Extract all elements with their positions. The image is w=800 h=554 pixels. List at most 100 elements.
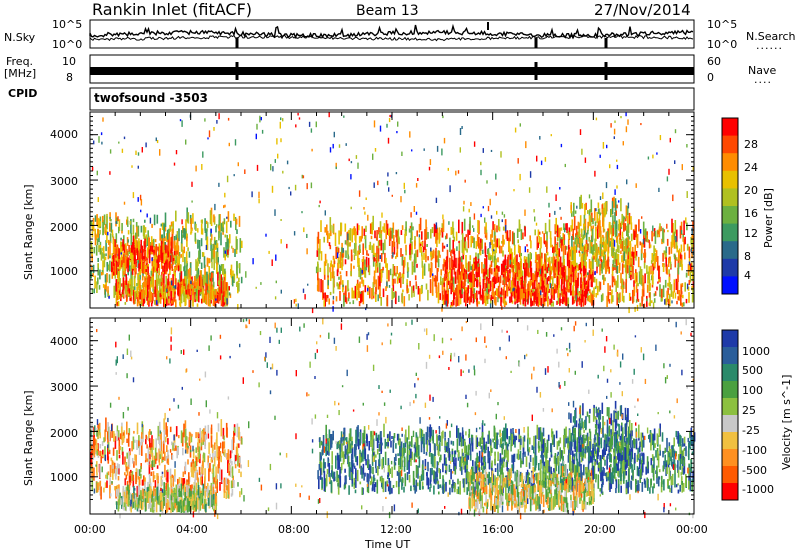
heatmap-speckle — [413, 206, 415, 212]
heatmap-cell — [386, 263, 388, 271]
heatmap-cell — [613, 220, 615, 224]
heatmap-cell — [510, 292, 513, 302]
heatmap-cell — [548, 288, 550, 293]
heatmap-cell — [660, 226, 662, 232]
heatmap-cell — [483, 272, 486, 280]
vel-cb-1000: 1000 — [742, 345, 770, 358]
heatmap-cell — [414, 275, 417, 281]
heatmap-speckle — [490, 215, 493, 219]
heatmap-cell — [548, 219, 551, 233]
heatmap-speckle — [274, 159, 276, 163]
heatmap-cell — [552, 288, 554, 299]
heatmap-cell — [493, 442, 496, 449]
heatmap-cell — [192, 213, 194, 224]
heatmap-cell — [195, 259, 197, 271]
heatmap-cell — [422, 265, 424, 273]
heatmap-cell — [326, 230, 329, 243]
heatmap-cell — [468, 296, 471, 305]
heatmap-cell — [672, 291, 674, 299]
power-colorbar-swatch — [722, 258, 738, 277]
heatmap-speckle — [381, 212, 383, 218]
heatmap-cell — [92, 272, 94, 277]
heatmap-cell — [204, 498, 206, 507]
heatmap-cell — [106, 480, 108, 488]
heatmap-cell — [457, 283, 460, 297]
heatmap-speckle — [575, 295, 577, 301]
heatmap-speckle — [258, 198, 260, 204]
heatmap-cell — [137, 504, 139, 509]
heatmap-cell — [122, 277, 125, 291]
heatmap-cell — [685, 298, 688, 304]
heatmap-cell — [435, 255, 438, 263]
heatmap-cell — [135, 472, 137, 485]
heatmap-cell — [337, 247, 340, 254]
heatmap-cell — [546, 267, 549, 273]
heatmap-cell — [182, 279, 185, 289]
heatmap-speckle — [96, 170, 98, 176]
heatmap-cell — [585, 280, 588, 289]
heatmap-cell — [581, 254, 583, 269]
heatmap-cell — [204, 298, 207, 304]
heatmap-cell — [627, 234, 629, 249]
heatmap-speckle — [480, 213, 482, 218]
heatmap-speckle — [228, 142, 230, 147]
heatmap-speckle — [155, 137, 157, 142]
heatmap-cell — [200, 274, 202, 289]
heatmap-speckle — [231, 245, 233, 249]
heatmap-cell — [223, 302, 226, 306]
heatmap-cell — [124, 280, 126, 289]
heatmap-cell — [375, 287, 377, 295]
heatmap-cell — [345, 250, 347, 259]
heatmap-cell — [393, 241, 396, 255]
heatmap-cell — [582, 248, 584, 259]
heatmap-speckle — [226, 216, 228, 219]
heatmap-cell — [168, 487, 170, 499]
velocity-heatmap-cells — [90, 318, 696, 520]
heatmap-cell — [584, 203, 586, 216]
heatmap-cell — [138, 294, 140, 301]
heatmap-cell — [241, 240, 243, 248]
heatmap-cell — [233, 213, 235, 221]
heatmap-cell — [134, 503, 137, 510]
heatmap-cell — [447, 272, 450, 285]
heatmap-cell — [216, 456, 219, 461]
heatmap-cell — [414, 258, 416, 273]
heatmap-cell — [219, 451, 222, 457]
heatmap-cell — [486, 292, 489, 304]
heatmap-cell — [174, 260, 177, 265]
heatmap-cell — [139, 270, 141, 280]
heatmap-cell — [536, 287, 539, 297]
heatmap-cell — [334, 232, 337, 246]
heatmap-speckle — [614, 120, 616, 123]
heatmap-cell — [400, 248, 402, 257]
heatmap-cell — [676, 300, 678, 305]
heatmap-cell — [350, 263, 352, 277]
heatmap-cell — [173, 269, 175, 275]
heatmap-cell — [598, 250, 601, 255]
heatmap-cell — [232, 437, 235, 450]
heatmap-speckle — [470, 202, 472, 206]
heatmap-cell — [208, 490, 211, 505]
heatmap-cell — [172, 258, 175, 261]
heatmap-cell — [384, 239, 386, 251]
heatmap-speckle — [596, 266, 598, 274]
heatmap-cell — [154, 496, 157, 502]
heatmap-cell — [467, 229, 469, 241]
heatmap-speckle — [519, 173, 521, 181]
heatmap-cell — [361, 277, 363, 284]
heatmap-cell — [651, 262, 654, 267]
heatmap-cell — [487, 272, 489, 277]
heatmap-speckle — [450, 305, 452, 309]
heatmap-cell — [144, 492, 147, 497]
heatmap-cell — [152, 471, 155, 483]
heatmap-cell — [391, 466, 393, 478]
heatmap-cell — [96, 483, 99, 493]
nave-label: Nave — [748, 64, 777, 77]
heatmap-speckle — [365, 197, 367, 200]
heatmap-cell — [656, 286, 658, 291]
heatmap-cell — [151, 257, 154, 267]
heatmap-cell — [217, 272, 219, 287]
heatmap-cell — [329, 271, 332, 281]
heatmap-cell — [644, 249, 646, 263]
heatmap-speckle — [388, 187, 390, 192]
